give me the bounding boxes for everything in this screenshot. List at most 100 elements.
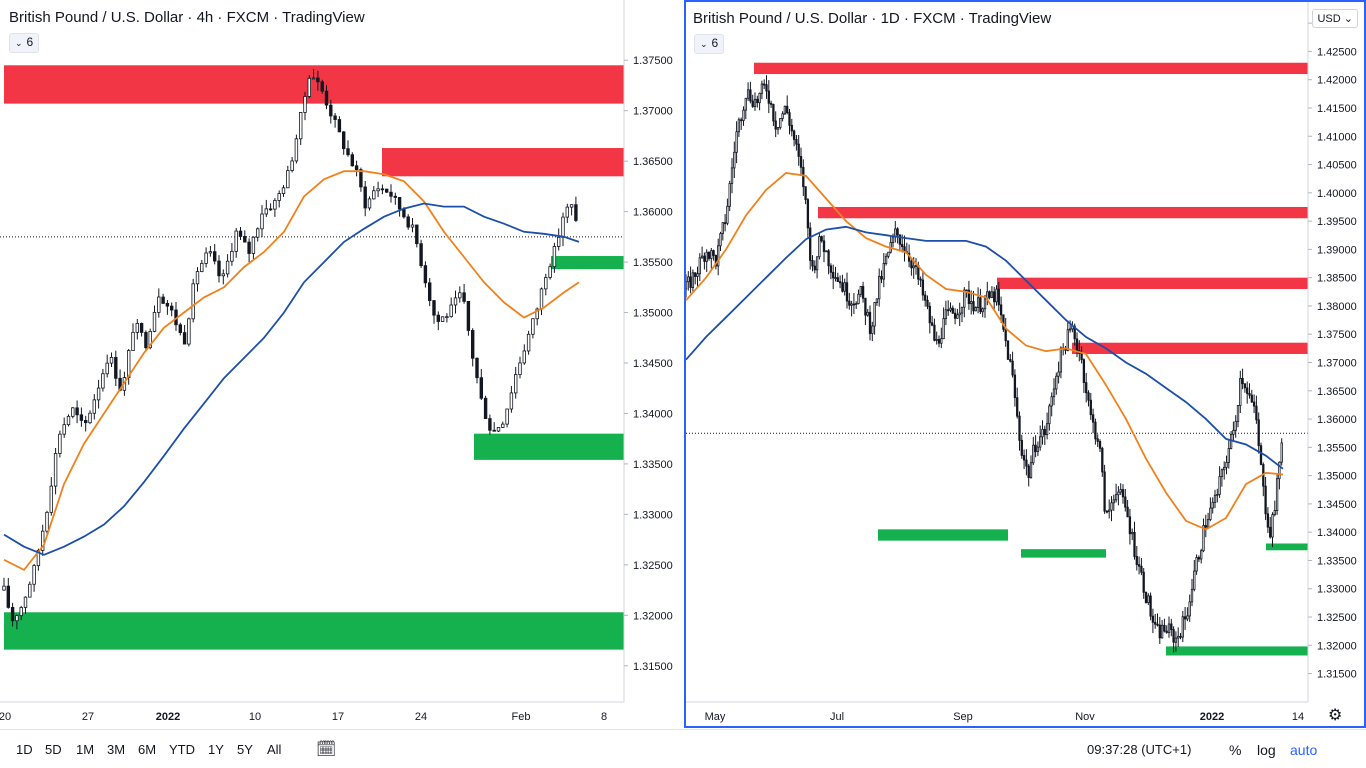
- candle-down: [919, 278, 922, 281]
- candle-up: [914, 265, 918, 267]
- moving-average-slow-line: [686, 225, 1284, 470]
- range-6m-button[interactable]: 6M: [138, 742, 157, 757]
- candle-down: [703, 255, 706, 262]
- candle-down: [1246, 387, 1249, 394]
- candle-up: [1227, 447, 1230, 463]
- right-chart-pane[interactable]: 1.430001.425001.420001.415001.410001.405…: [684, 0, 1366, 728]
- candle-down: [811, 260, 814, 267]
- price-zones: [754, 62, 1308, 656]
- price-tick-label: 1.42500: [1317, 46, 1357, 58]
- candle-down: [1126, 506, 1129, 518]
- price-zones: [4, 65, 624, 650]
- candle-down: [993, 291, 996, 303]
- auto-scale-button[interactable]: auto: [1290, 742, 1318, 758]
- range-5y-button[interactable]: 5Y: [237, 742, 253, 757]
- left-chart-pane[interactable]: 1.37500 1.37000 1.36500 1.36000 1.35500 1.350…: [0, 0, 680, 729]
- range-5d-button[interactable]: 5D: [45, 742, 62, 757]
- candle-down: [182, 332, 187, 345]
- candle-down: [165, 302, 170, 307]
- candle-down: [329, 104, 333, 117]
- candle-down: [1144, 591, 1148, 603]
- candle-down: [827, 250, 830, 267]
- candle-up: [88, 412, 92, 424]
- candle-down: [930, 322, 934, 326]
- candle-down: [1248, 393, 1251, 396]
- candle-down: [75, 407, 79, 416]
- candle-up: [208, 251, 213, 254]
- price-tick-label: 1.35500: [633, 257, 673, 269]
- candle-down: [1018, 415, 1021, 441]
- candle-down: [795, 139, 798, 145]
- candle-up: [963, 289, 966, 308]
- candle-up: [200, 262, 204, 272]
- candle-down: [402, 208, 406, 218]
- time-tick-label: 10: [249, 711, 261, 723]
- candle-down: [1087, 392, 1090, 401]
- supply-zone-1: [382, 148, 624, 177]
- right-indicator-badge[interactable]: ⌄ 6: [694, 34, 725, 54]
- candle-down: [406, 216, 410, 228]
- candle-down: [1121, 489, 1125, 498]
- price-tick-label: 1.37000: [633, 106, 673, 118]
- candle-down: [926, 299, 929, 307]
- candle-up: [1209, 507, 1212, 520]
- candle-up: [781, 113, 784, 119]
- price-tick-label: 1.35000: [633, 308, 673, 320]
- candle-down: [1013, 374, 1017, 399]
- candle-up: [273, 199, 277, 210]
- range-1y-button[interactable]: 1Y: [208, 742, 224, 757]
- candle-down: [751, 100, 754, 107]
- candle-down: [341, 131, 346, 150]
- right-chart-canvas[interactable]: 1.430001.425001.420001.415001.410001.405…: [686, 2, 1364, 726]
- candle-down: [1259, 445, 1263, 465]
- candle-up: [884, 255, 888, 264]
- candle-down: [1158, 624, 1161, 639]
- range-all-button[interactable]: All: [267, 742, 282, 757]
- settings-gear-icon[interactable]: ⚙: [1328, 707, 1343, 724]
- range-1d-button[interactable]: 1D: [16, 742, 33, 757]
- supply-zone-0: [754, 62, 1308, 75]
- range-ytd-button[interactable]: YTD: [169, 742, 195, 757]
- left-chart-title: British Pound / U.S. Dollar · 4h · FXCM …: [9, 9, 365, 26]
- price-tick-label: 1.42000: [1317, 75, 1357, 87]
- candle-up: [101, 373, 105, 389]
- candle-down: [965, 289, 968, 292]
- range-1m-button[interactable]: 1M: [76, 742, 95, 757]
- candle-up: [944, 309, 948, 319]
- candle-up: [105, 362, 109, 375]
- candle-down: [910, 260, 913, 269]
- percent-scale-button[interactable]: %: [1229, 742, 1242, 758]
- candle-down: [337, 119, 342, 133]
- candle-down: [144, 332, 148, 349]
- candle-up: [1131, 531, 1134, 535]
- candle-down: [749, 89, 752, 102]
- candle-down: [346, 148, 350, 156]
- time-tick-label: Feb: [512, 711, 531, 723]
- price-tick-label: 1.34500: [633, 358, 673, 370]
- date-range-calendar-icon[interactable]: 🗓: [316, 741, 337, 758]
- candle-up: [509, 392, 514, 410]
- candle-up: [818, 236, 821, 258]
- candle-down: [1250, 394, 1253, 403]
- candle-up: [152, 311, 157, 332]
- left-chart-canvas[interactable]: 1.37500 1.37000 1.36500 1.36000 1.35500 1.350…: [0, 0, 680, 729]
- range-3m-button[interactable]: 3M: [107, 742, 126, 757]
- candle-up: [1112, 499, 1115, 504]
- candle-down: [1011, 360, 1014, 376]
- supply-zone-3: [1072, 342, 1308, 355]
- candle-up: [501, 423, 505, 428]
- price-tick-label: 1.36000: [1317, 414, 1357, 426]
- left-indicator-badge[interactable]: ⌄ 6: [9, 33, 40, 53]
- candle-up: [92, 399, 96, 414]
- candle-up: [71, 407, 75, 417]
- candle-up: [1041, 428, 1044, 438]
- demand-zone-2: [551, 256, 624, 270]
- chevron-down-icon: ⌄: [700, 39, 708, 49]
- candle-up: [1190, 588, 1194, 603]
- price-tick-label: 1.32500: [1317, 612, 1357, 624]
- price-tick-label: 1.33500: [633, 459, 673, 471]
- log-scale-button[interactable]: log: [1257, 742, 1276, 758]
- chevron-down-icon: ⌄: [15, 38, 23, 48]
- candle-up: [1066, 329, 1069, 351]
- currency-selector[interactable]: USD ⌄: [1312, 9, 1358, 28]
